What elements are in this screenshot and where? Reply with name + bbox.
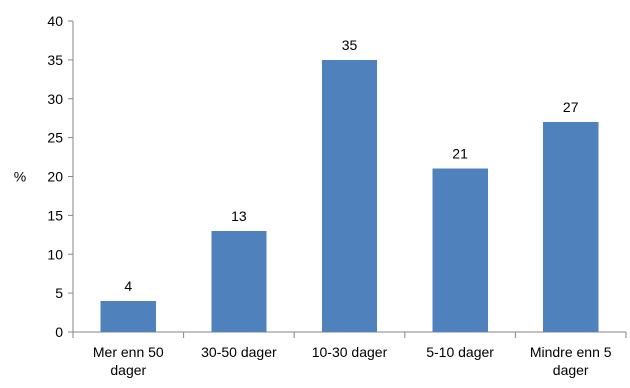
x-tick-label: 5-10 dager (426, 344, 494, 360)
x-tick-label: 10-30 dager (312, 344, 388, 360)
data-label: 27 (563, 99, 579, 115)
bar (211, 230, 267, 332)
data-label: 13 (231, 208, 247, 224)
x-tick-label: 30-50 dager (201, 344, 277, 360)
bar (543, 122, 599, 332)
bar (432, 168, 488, 332)
x-tick-label: Mer enn 50 dager (93, 344, 164, 378)
data-label: 4 (124, 278, 132, 294)
y-tick-label: 35 (47, 52, 63, 68)
bar (100, 300, 156, 332)
y-tick-label: 0 (55, 324, 63, 340)
y-tick-label: 25 (47, 130, 63, 146)
y-tick-label: 30 (47, 91, 63, 107)
y-tick-label: 10 (47, 246, 63, 262)
data-label: 21 (452, 146, 468, 162)
y-tick-label: 40 (47, 13, 63, 29)
x-axis: Mer enn 50 dager 30-50 dager 10-30 dager 5-1… (72, 331, 627, 378)
data-labels: 4 13 35 21 27 (124, 37, 578, 294)
y-axis: 0 5 10 15 20 25 30 35 40 (47, 13, 74, 340)
x-tick-label: Mindre enn 5 dager (530, 344, 612, 378)
bars (100, 59, 599, 332)
y-tick-label: 15 (47, 207, 63, 223)
data-label: 35 (342, 37, 358, 53)
y-axis-label: % (14, 169, 26, 185)
y-tick-label: 20 (47, 169, 63, 185)
y-tick-label: 5 (55, 285, 63, 301)
bar (321, 59, 378, 332)
